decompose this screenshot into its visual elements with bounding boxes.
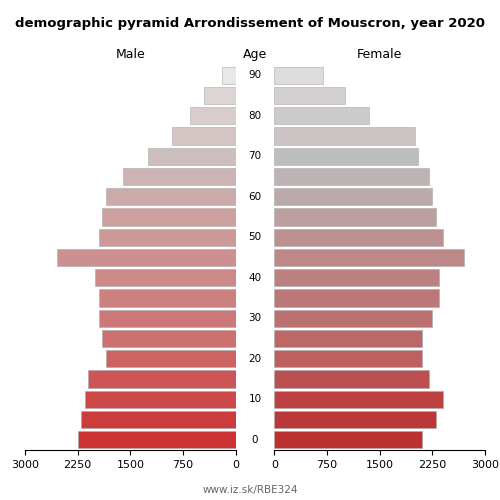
Bar [98, 290, 235, 306]
Text: 50: 50 [248, 232, 262, 242]
Text: 70: 70 [248, 151, 262, 161]
Bar [95, 269, 236, 286]
Bar [222, 66, 235, 84]
Text: 40: 40 [248, 273, 262, 283]
Bar [106, 188, 236, 206]
Bar [102, 208, 236, 226]
Bar [274, 148, 418, 165]
Bar [88, 370, 236, 388]
Text: 80: 80 [248, 110, 262, 120]
Bar [102, 330, 236, 347]
Bar [274, 290, 440, 306]
Bar [274, 411, 436, 428]
Text: 20: 20 [248, 354, 262, 364]
Bar [56, 249, 236, 266]
Bar [190, 107, 236, 124]
Bar [148, 148, 236, 165]
Bar [274, 390, 443, 408]
Bar [274, 350, 422, 368]
Bar [274, 107, 369, 124]
Text: Female: Female [357, 48, 403, 61]
Text: 90: 90 [248, 70, 262, 80]
Text: 10: 10 [248, 394, 262, 404]
Bar [274, 87, 344, 104]
Bar [204, 87, 236, 104]
Text: Age: Age [243, 48, 267, 61]
Bar [274, 208, 436, 226]
Bar [81, 411, 235, 428]
Bar [98, 228, 235, 246]
Bar [274, 370, 429, 388]
Bar [274, 330, 422, 347]
Text: Male: Male [116, 48, 145, 61]
Text: 30: 30 [248, 314, 262, 324]
Text: 60: 60 [248, 192, 262, 202]
Bar [274, 188, 432, 206]
Bar [274, 168, 429, 185]
Bar [84, 390, 235, 408]
Bar [274, 310, 432, 327]
Bar [124, 168, 236, 185]
Bar [274, 128, 415, 144]
Bar [274, 432, 422, 448]
Bar [274, 228, 443, 246]
Bar [274, 66, 324, 84]
Bar [98, 310, 235, 327]
Bar [78, 432, 235, 448]
Text: 0: 0 [252, 435, 258, 445]
Bar [274, 249, 464, 266]
Bar [274, 269, 440, 286]
Bar [172, 128, 236, 144]
Text: www.iz.sk/RBE324: www.iz.sk/RBE324 [202, 485, 298, 495]
Text: demographic pyramid Arrondissement of Mouscron, year 2020: demographic pyramid Arrondissement of Mo… [15, 17, 485, 30]
Bar [106, 350, 236, 368]
